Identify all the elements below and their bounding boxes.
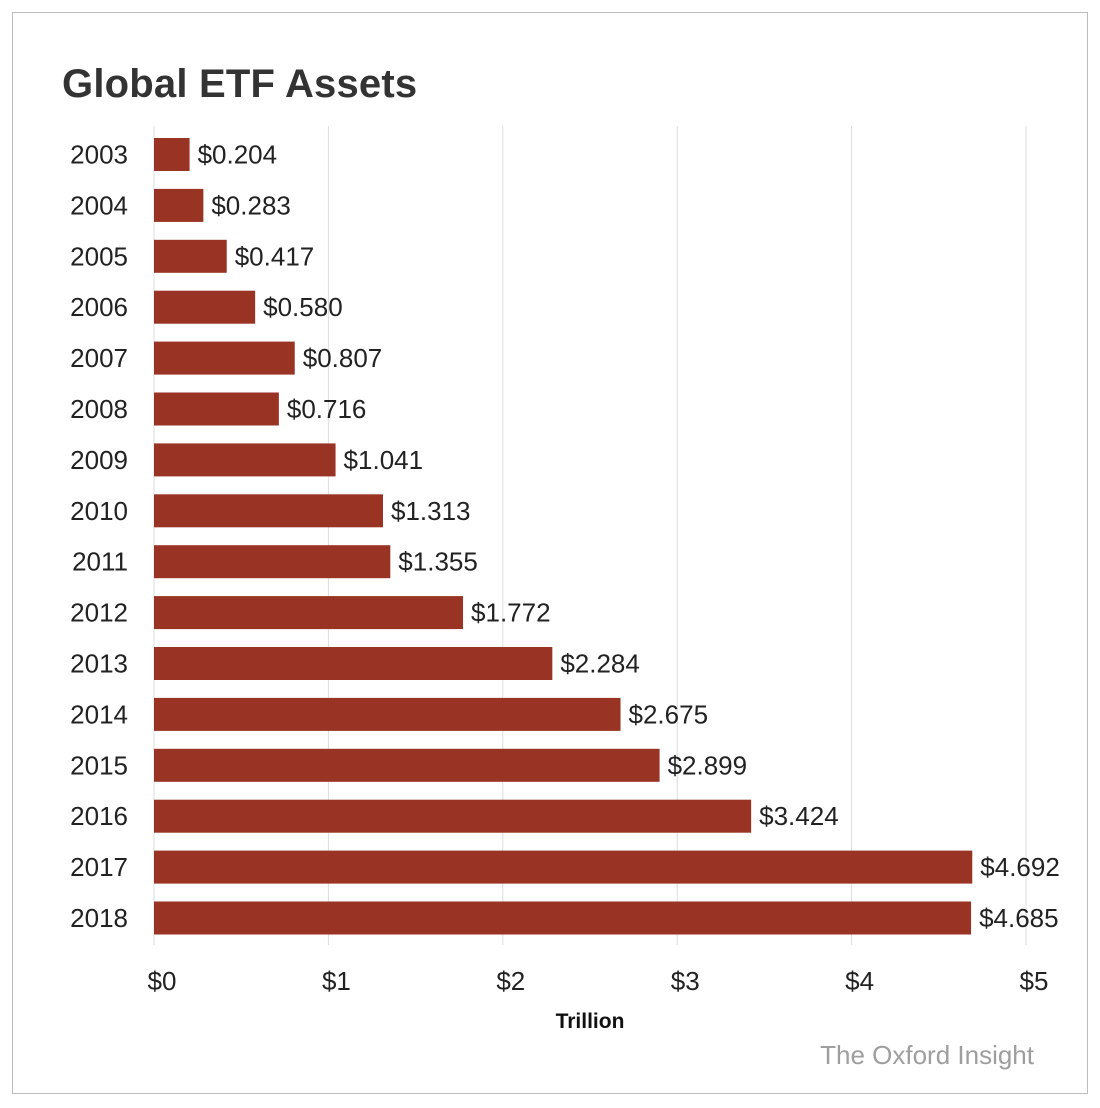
category-label: 2007 (70, 343, 128, 373)
value-label: $2.675 (629, 699, 709, 729)
value-label: $2.899 (668, 750, 748, 780)
value-label: $0.283 (211, 190, 291, 220)
bar-2005 (154, 239, 227, 273)
category-label: 2010 (70, 496, 128, 526)
bar-2018 (154, 901, 972, 935)
bar-2011 (154, 545, 391, 579)
value-label: $1.041 (344, 445, 424, 475)
category-label: 2011 (72, 547, 128, 577)
value-label: $1.355 (398, 547, 478, 577)
category-label: 2015 (70, 750, 128, 780)
x-tick-label: $4 (845, 966, 874, 996)
category-label: 2004 (70, 190, 128, 220)
category-label: 2018 (70, 903, 128, 933)
category-label: 2014 (70, 699, 128, 729)
bar-2015 (154, 748, 660, 782)
x-tick-label: $1 (322, 966, 351, 996)
chart-title: Global ETF Assets (62, 62, 418, 106)
value-label: $2.284 (560, 649, 640, 679)
category-label: 2006 (70, 292, 128, 322)
category-label: 2016 (70, 801, 128, 831)
value-label: $0.716 (287, 394, 367, 424)
bar-2010 (154, 494, 383, 528)
bar-2003 (154, 138, 190, 171)
bar-2017 (154, 850, 973, 884)
category-label: 2012 (70, 598, 128, 628)
bar-2006 (154, 290, 256, 324)
category-label: 2005 (70, 241, 128, 271)
value-label: $0.580 (263, 292, 343, 322)
value-label: $1.313 (391, 496, 471, 526)
bar-2016 (154, 799, 752, 833)
x-tick-label: $0 (148, 966, 177, 996)
x-tick-label: $5 (1020, 966, 1049, 996)
bars (154, 138, 973, 935)
bar-2004 (154, 188, 204, 222)
category-label: 2003 (70, 140, 128, 170)
x-tick-label: $2 (496, 966, 525, 996)
value-label: $1.772 (471, 598, 551, 628)
value-label: $4.685 (979, 903, 1059, 933)
category-label: 2008 (70, 394, 128, 424)
bar-2007 (154, 341, 295, 375)
bar-2014 (154, 697, 621, 731)
bar-2008 (154, 392, 279, 426)
value-label: $0.204 (198, 140, 278, 170)
bar-2009 (154, 443, 336, 477)
value-label: $4.692 (980, 852, 1060, 882)
value-label: $0.417 (235, 241, 315, 271)
x-axis-title: Trillion (555, 1010, 625, 1033)
category-label: 2017 (70, 852, 128, 882)
bar-2012 (154, 596, 464, 630)
x-tick-label: $3 (671, 966, 700, 996)
value-label: $0.807 (303, 343, 383, 373)
source-credit: The Oxford Insight (820, 1040, 1034, 1070)
category-label: 2009 (70, 445, 128, 475)
value-label: $3.424 (759, 801, 839, 831)
labels: $0 $1 $2 $3 $4 $5 2003 $0.204 2004 $0.283 2005 $0.4… (70, 140, 1060, 997)
category-label: 2013 (70, 649, 128, 679)
bar-2013 (154, 647, 553, 680)
